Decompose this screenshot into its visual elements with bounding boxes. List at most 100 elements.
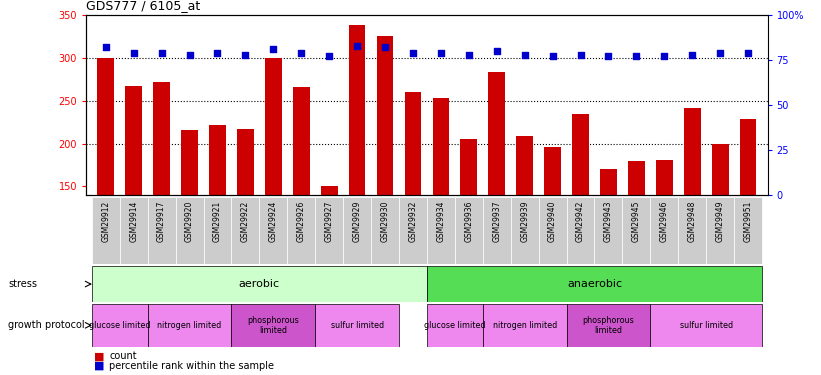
Text: count: count — [109, 351, 137, 361]
Bar — [740, 119, 756, 315]
Point — [602, 53, 615, 59]
Text: percentile rank within the sample: percentile rank within the sample — [109, 361, 274, 370]
Text: GSM29945: GSM29945 — [632, 200, 641, 242]
Text: GSM29926: GSM29926 — [296, 200, 305, 242]
Point — [518, 52, 531, 58]
Bar — [566, 304, 650, 347]
Bar — [544, 147, 561, 315]
Bar — [148, 304, 232, 347]
Text: GSM29949: GSM29949 — [716, 200, 725, 242]
Bar — [98, 58, 114, 315]
Text: aerobic: aerobic — [239, 279, 280, 289]
Text: GSM29934: GSM29934 — [437, 200, 445, 242]
Text: ■: ■ — [94, 351, 105, 361]
Text: GSM29943: GSM29943 — [604, 200, 613, 242]
Bar — [656, 160, 672, 315]
Bar — [600, 169, 617, 315]
Point — [658, 53, 671, 59]
Text: GSM29914: GSM29914 — [129, 200, 138, 242]
Text: GSM29942: GSM29942 — [576, 200, 585, 242]
Bar — [405, 92, 421, 315]
Text: nitrogen limited: nitrogen limited — [493, 321, 557, 330]
FancyBboxPatch shape — [622, 197, 650, 264]
Text: anaerobic: anaerobic — [567, 279, 622, 289]
Point — [741, 50, 754, 56]
Point — [239, 52, 252, 58]
FancyBboxPatch shape — [287, 197, 315, 264]
Bar — [321, 186, 337, 315]
Bar — [377, 36, 393, 315]
Text: GSM29929: GSM29929 — [352, 200, 361, 242]
Text: growth protocol: growth protocol — [8, 320, 85, 330]
Point — [406, 50, 420, 56]
Text: glucose limited: glucose limited — [89, 321, 150, 330]
Text: sulfur limited: sulfur limited — [680, 321, 733, 330]
Point — [267, 46, 280, 52]
FancyBboxPatch shape — [539, 197, 566, 264]
Bar — [154, 82, 170, 315]
Point — [378, 44, 392, 50]
Bar — [572, 114, 589, 315]
Point — [351, 43, 364, 49]
FancyBboxPatch shape — [204, 197, 232, 264]
Bar — [433, 98, 449, 315]
Text: ■: ■ — [94, 361, 105, 370]
Point — [295, 50, 308, 56]
FancyBboxPatch shape — [92, 197, 120, 264]
Bar — [181, 130, 198, 315]
Point — [686, 52, 699, 58]
Point — [546, 53, 559, 59]
Text: GSM29922: GSM29922 — [241, 200, 250, 242]
Text: GSM29946: GSM29946 — [660, 200, 669, 242]
Bar — [349, 25, 365, 315]
Bar — [126, 86, 142, 315]
Point — [574, 52, 587, 58]
Bar — [483, 304, 566, 347]
FancyBboxPatch shape — [650, 197, 678, 264]
Text: nitrogen limited: nitrogen limited — [158, 321, 222, 330]
FancyBboxPatch shape — [232, 197, 259, 264]
Text: GSM29951: GSM29951 — [744, 200, 753, 242]
FancyBboxPatch shape — [566, 197, 594, 264]
Text: GSM29912: GSM29912 — [101, 200, 110, 242]
FancyBboxPatch shape — [427, 197, 455, 264]
Point — [211, 50, 224, 56]
FancyBboxPatch shape — [399, 197, 427, 264]
FancyBboxPatch shape — [176, 197, 204, 264]
Point — [183, 52, 196, 58]
Text: phosphorous
limited: phosphorous limited — [583, 316, 635, 335]
Bar — [237, 129, 254, 315]
Text: phosphorous
limited: phosphorous limited — [247, 316, 299, 335]
Bar — [293, 87, 310, 315]
Point — [713, 50, 727, 56]
FancyBboxPatch shape — [594, 197, 622, 264]
Bar — [427, 304, 483, 347]
Bar — [92, 266, 427, 302]
Text: GSM29937: GSM29937 — [493, 200, 502, 242]
Text: GSM29939: GSM29939 — [521, 200, 530, 242]
Point — [99, 44, 112, 50]
Point — [323, 53, 336, 59]
Text: GSM29940: GSM29940 — [548, 200, 557, 242]
Bar — [684, 108, 700, 315]
FancyBboxPatch shape — [455, 197, 483, 264]
FancyBboxPatch shape — [678, 197, 706, 264]
Point — [490, 48, 503, 54]
Bar — [265, 58, 282, 315]
Bar — [92, 304, 148, 347]
Bar — [209, 125, 226, 315]
Text: sulfur limited: sulfur limited — [331, 321, 383, 330]
Bar — [516, 136, 533, 315]
Text: GSM29924: GSM29924 — [268, 200, 277, 242]
Point — [630, 53, 643, 59]
Text: GSM29921: GSM29921 — [213, 200, 222, 242]
Bar — [232, 304, 315, 347]
Point — [155, 50, 168, 56]
Bar — [315, 304, 399, 347]
Text: glucose limited: glucose limited — [424, 321, 485, 330]
Text: GSM29948: GSM29948 — [688, 200, 697, 242]
FancyBboxPatch shape — [315, 197, 343, 264]
Bar — [650, 304, 762, 347]
Text: GDS777 / 6105_at: GDS777 / 6105_at — [86, 0, 200, 12]
Text: GSM29932: GSM29932 — [409, 200, 417, 242]
